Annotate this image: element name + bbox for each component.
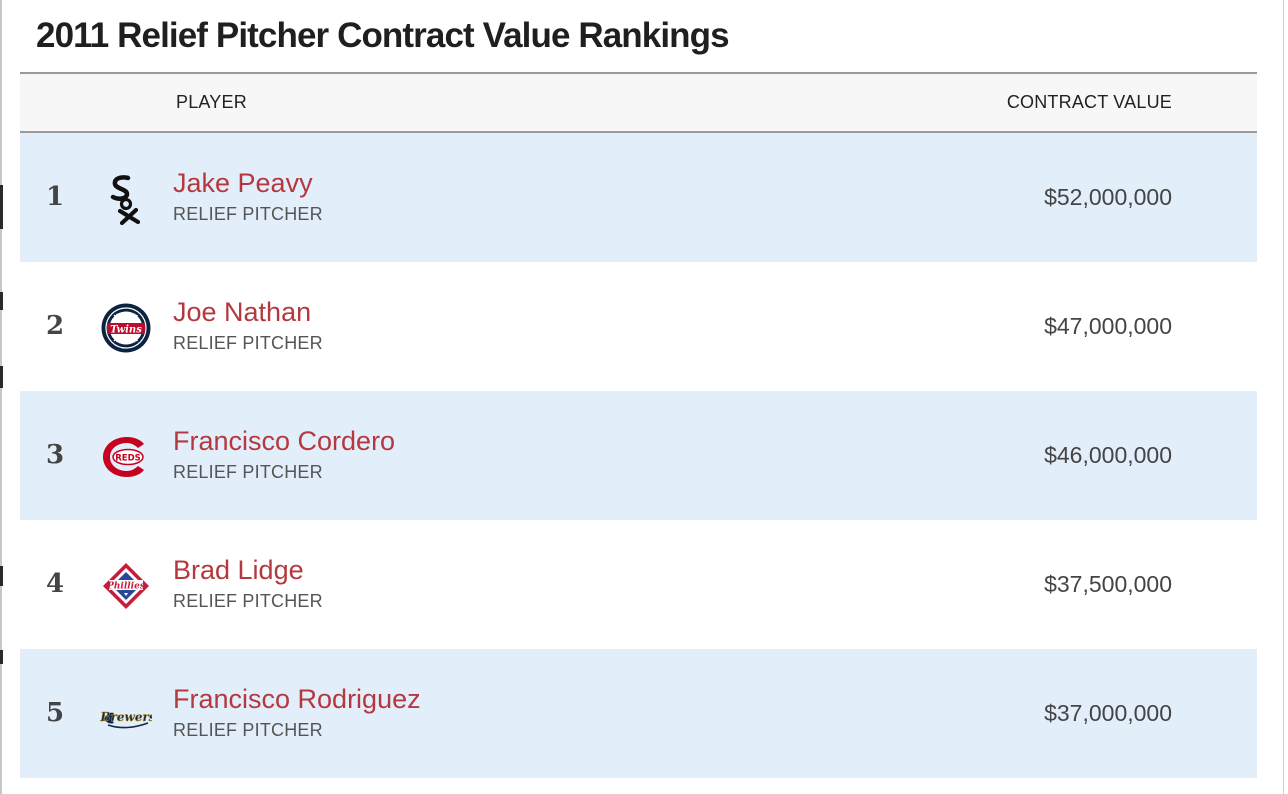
- column-header-player: PLAYER: [176, 92, 247, 112]
- phillies-logo-icon: Phillies: [100, 560, 152, 612]
- player-name-link[interactable]: Brad Lidge: [173, 555, 304, 585]
- rankings-table: PLAYER CONTRACT VALUE 1 Jake Peavy RELIE…: [20, 72, 1257, 778]
- contract-value: $37,500,000: [1044, 571, 1172, 597]
- column-header-contract-value: CONTRACT VALUE: [1006, 92, 1172, 112]
- table-row: 2 Twins Joe Nathan RELIEF PITCHER $47,00…: [20, 262, 1257, 391]
- page-title: 2011 Relief Pitcher Contract Value Ranki…: [36, 16, 730, 55]
- page-right-edge: [1283, 0, 1288, 794]
- svg-text:Brewers: Brewers: [100, 710, 152, 724]
- rank-number: 2: [45, 311, 65, 341]
- page-left-edge: [0, 0, 2, 794]
- player-position: RELIEF PITCHER: [173, 591, 323, 611]
- player-name-link[interactable]: Francisco Rodriguez: [173, 684, 421, 714]
- page-left-edge-mark: [0, 650, 3, 664]
- page-left-edge-mark: [0, 292, 3, 310]
- table-row: 5 Brewers Francisco Rodriguez RELIEF PIT…: [20, 649, 1257, 778]
- player-position: RELIEF PITCHER: [173, 720, 323, 740]
- player-name-link[interactable]: Francisco Cordero: [173, 426, 396, 456]
- table-header: PLAYER CONTRACT VALUE: [20, 72, 1257, 133]
- rank-number: 1: [45, 182, 65, 212]
- player-position: RELIEF PITCHER: [173, 333, 323, 353]
- svg-text:REDS: REDS: [115, 454, 141, 464]
- table-row: 3 REDS Francisco Cordero RELIEF PITCHER …: [20, 391, 1257, 520]
- svg-text:Twins: Twins: [110, 325, 142, 336]
- player-name-link[interactable]: Jake Peavy: [173, 168, 313, 198]
- rank-number: 4: [45, 569, 65, 599]
- page-left-edge-mark: [0, 366, 3, 388]
- contract-value: $52,000,000: [1044, 184, 1172, 210]
- table-row: 4 Phillies Brad Lidge RELIEF PITCHER $37…: [20, 520, 1257, 649]
- table-row: 1 Jake Peavy RELIEF PITCHER $52,000,000: [20, 133, 1257, 262]
- contract-value: $37,000,000: [1044, 700, 1172, 726]
- page-left-edge-mark: [0, 566, 3, 586]
- contract-value: $47,000,000: [1044, 313, 1172, 339]
- brewers-logo-icon: Brewers: [100, 689, 152, 741]
- page-left-edge-mark: [0, 185, 3, 229]
- svg-text:Phillies: Phillies: [106, 582, 145, 592]
- rank-number: 5: [45, 698, 65, 728]
- player-position: RELIEF PITCHER: [173, 462, 323, 482]
- reds-logo-icon: REDS: [100, 431, 152, 483]
- contract-value: $46,000,000: [1044, 442, 1172, 468]
- twins-logo-icon: Twins: [100, 302, 152, 354]
- player-name-link[interactable]: Joe Nathan: [173, 297, 312, 327]
- rank-number: 3: [45, 440, 65, 470]
- white-sox-logo-icon: [100, 173, 152, 225]
- player-position: RELIEF PITCHER: [173, 204, 323, 224]
